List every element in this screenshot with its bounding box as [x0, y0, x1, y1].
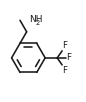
- Text: F: F: [62, 41, 67, 50]
- Text: F: F: [62, 66, 67, 75]
- Text: NH: NH: [29, 15, 43, 24]
- Text: 2: 2: [36, 20, 40, 26]
- Text: F: F: [66, 53, 71, 62]
